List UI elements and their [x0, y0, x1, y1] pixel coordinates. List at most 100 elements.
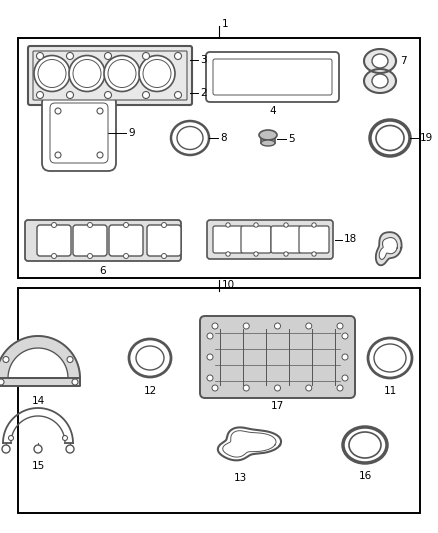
Text: 12: 12 [143, 386, 157, 396]
Circle shape [104, 55, 140, 92]
Circle shape [243, 323, 249, 329]
FancyBboxPatch shape [213, 226, 243, 253]
FancyBboxPatch shape [241, 226, 271, 253]
Circle shape [162, 222, 166, 228]
Text: 7: 7 [400, 56, 406, 66]
Circle shape [312, 252, 316, 256]
Circle shape [73, 60, 101, 87]
Ellipse shape [177, 126, 203, 149]
Circle shape [226, 252, 230, 256]
FancyBboxPatch shape [28, 46, 192, 105]
Circle shape [342, 354, 348, 360]
FancyBboxPatch shape [42, 95, 116, 171]
Circle shape [108, 60, 136, 87]
Circle shape [275, 385, 280, 391]
Circle shape [97, 152, 103, 158]
Text: 4: 4 [269, 106, 276, 116]
Circle shape [342, 375, 348, 381]
Circle shape [2, 445, 10, 453]
Circle shape [34, 55, 70, 92]
Circle shape [105, 92, 112, 99]
Ellipse shape [261, 140, 275, 146]
Text: 11: 11 [383, 386, 397, 396]
FancyBboxPatch shape [200, 316, 355, 398]
Circle shape [162, 254, 166, 259]
Text: 14: 14 [32, 396, 45, 406]
Text: 10: 10 [222, 280, 235, 290]
Text: 9: 9 [128, 128, 134, 138]
Circle shape [254, 252, 258, 256]
FancyBboxPatch shape [147, 225, 181, 256]
Circle shape [34, 445, 42, 453]
Text: 8: 8 [220, 133, 226, 143]
Circle shape [55, 152, 61, 158]
FancyBboxPatch shape [213, 59, 332, 95]
Circle shape [124, 254, 128, 259]
Text: 17: 17 [271, 401, 284, 411]
Ellipse shape [349, 432, 381, 458]
Circle shape [36, 52, 43, 60]
Bar [18, 288, 420, 513]
Text: 5: 5 [288, 134, 295, 144]
Polygon shape [0, 336, 80, 386]
Text: 19: 19 [420, 133, 433, 143]
Ellipse shape [136, 346, 164, 370]
Circle shape [337, 385, 343, 391]
Polygon shape [364, 49, 396, 73]
Circle shape [306, 323, 312, 329]
Text: 16: 16 [358, 471, 371, 481]
Circle shape [143, 60, 171, 87]
Text: 6: 6 [100, 266, 106, 276]
Ellipse shape [376, 125, 404, 150]
Circle shape [174, 52, 181, 60]
Circle shape [55, 108, 61, 114]
Ellipse shape [129, 339, 171, 377]
Text: 2: 2 [200, 88, 207, 98]
Ellipse shape [343, 427, 387, 463]
Circle shape [67, 52, 74, 60]
Ellipse shape [171, 121, 209, 155]
Circle shape [38, 60, 66, 87]
Circle shape [275, 323, 280, 329]
Circle shape [284, 252, 288, 256]
Polygon shape [218, 427, 281, 461]
Ellipse shape [372, 74, 388, 88]
Polygon shape [376, 232, 402, 265]
Circle shape [97, 108, 103, 114]
Circle shape [342, 333, 348, 339]
Polygon shape [364, 69, 396, 93]
Text: 13: 13 [233, 473, 247, 483]
Circle shape [67, 92, 74, 99]
Text: 3: 3 [200, 55, 207, 65]
Bar [18, 38, 420, 278]
Circle shape [8, 435, 14, 440]
FancyBboxPatch shape [206, 52, 339, 102]
FancyBboxPatch shape [25, 220, 181, 261]
Bar [261, 135, 275, 143]
Circle shape [142, 52, 149, 60]
Circle shape [124, 222, 128, 228]
FancyBboxPatch shape [73, 225, 107, 256]
Circle shape [312, 223, 316, 227]
Circle shape [243, 385, 249, 391]
Circle shape [139, 55, 175, 92]
FancyBboxPatch shape [207, 220, 333, 259]
Circle shape [306, 385, 312, 391]
Ellipse shape [370, 120, 410, 156]
Circle shape [284, 223, 288, 227]
Circle shape [63, 435, 67, 440]
Text: 15: 15 [32, 461, 45, 471]
Circle shape [212, 385, 218, 391]
Circle shape [207, 354, 213, 360]
FancyBboxPatch shape [109, 225, 143, 256]
Circle shape [207, 333, 213, 339]
Circle shape [67, 357, 73, 362]
Circle shape [88, 222, 92, 228]
Circle shape [72, 379, 78, 385]
Circle shape [254, 223, 258, 227]
Ellipse shape [372, 54, 388, 68]
Circle shape [52, 254, 57, 259]
Text: 1: 1 [222, 19, 229, 29]
Circle shape [337, 323, 343, 329]
Polygon shape [379, 238, 397, 260]
